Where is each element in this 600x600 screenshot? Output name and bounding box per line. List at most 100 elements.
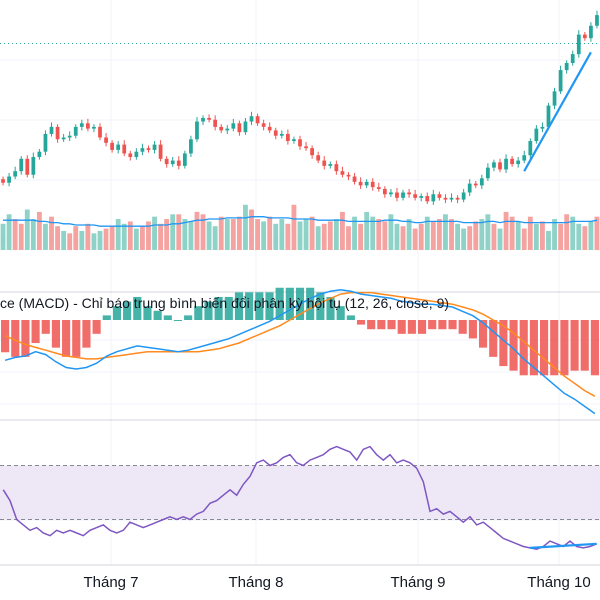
volume-bar bbox=[140, 226, 145, 250]
candle-body bbox=[213, 119, 218, 127]
volume-bar bbox=[540, 221, 545, 250]
macd-histogram-bar bbox=[224, 296, 233, 320]
candle-body bbox=[552, 91, 557, 106]
macd-histogram-bar bbox=[306, 287, 315, 320]
candle-body bbox=[43, 133, 48, 152]
candle-body bbox=[522, 155, 527, 161]
rsi-line bbox=[2, 445, 597, 550]
volume-bar bbox=[176, 214, 182, 250]
volume-bar bbox=[521, 228, 527, 250]
macd-histogram-bar bbox=[255, 292, 264, 320]
volume-bar bbox=[261, 221, 267, 250]
candle-body bbox=[110, 142, 114, 150]
volume-bar bbox=[412, 228, 418, 250]
volume-bar bbox=[485, 214, 491, 250]
macd-layer bbox=[1, 287, 599, 415]
volume-bar bbox=[552, 219, 557, 250]
candle-body bbox=[176, 160, 181, 166]
macd-histogram-bar bbox=[499, 320, 508, 367]
candle-body bbox=[189, 139, 193, 154]
macd-histogram-bar bbox=[11, 320, 20, 357]
macd-line bbox=[4, 289, 596, 415]
candle-body bbox=[595, 15, 599, 26]
volume-bar bbox=[436, 219, 442, 250]
volume-bar bbox=[455, 223, 460, 250]
candle-body bbox=[407, 192, 411, 195]
candle-body bbox=[576, 34, 581, 55]
candle-body bbox=[86, 123, 90, 129]
candle-body bbox=[504, 158, 508, 170]
candle-body bbox=[201, 117, 205, 122]
volume-bar bbox=[461, 228, 467, 250]
macd-histogram-bar bbox=[245, 292, 254, 320]
candle-body bbox=[158, 144, 163, 159]
candle-body bbox=[558, 70, 563, 92]
macd-histogram-bar bbox=[417, 320, 427, 334]
candle-body bbox=[413, 194, 418, 198]
volume-bar bbox=[49, 216, 54, 250]
candle-body bbox=[492, 162, 496, 168]
volume-bar bbox=[164, 219, 170, 250]
macd-histogram-bar bbox=[275, 287, 284, 320]
macd-histogram-bar bbox=[489, 320, 498, 357]
candle-body bbox=[37, 151, 42, 158]
volume-bar bbox=[358, 223, 364, 250]
candle-body bbox=[389, 192, 393, 195]
volume-layer bbox=[0, 204, 600, 250]
macd-histogram-bar bbox=[458, 320, 467, 334]
macd-histogram-bar bbox=[448, 320, 457, 330]
candle-body bbox=[61, 137, 66, 140]
candle-body bbox=[170, 160, 175, 165]
candle-body bbox=[273, 130, 278, 136]
volume-bar bbox=[473, 221, 479, 250]
candle-body bbox=[237, 123, 242, 133]
volume-bar bbox=[388, 214, 394, 250]
volume-bar bbox=[558, 223, 564, 250]
candle-body bbox=[92, 126, 96, 129]
price-trendline bbox=[523, 51, 592, 172]
candle-body bbox=[443, 197, 448, 200]
volume-bar bbox=[182, 219, 188, 250]
volume-bar bbox=[588, 221, 594, 250]
volume-bar bbox=[303, 219, 309, 250]
candle-body bbox=[31, 157, 36, 175]
volume-bar bbox=[18, 223, 24, 250]
macd-histogram-bar bbox=[143, 306, 152, 320]
volume-bar bbox=[430, 221, 436, 250]
macd-histogram-bar bbox=[163, 315, 172, 320]
volume-bar bbox=[158, 223, 164, 250]
candle-body bbox=[286, 133, 290, 142]
volume-bar bbox=[200, 214, 206, 250]
macd-histogram-bar bbox=[367, 320, 376, 330]
price-layer bbox=[0, 10, 600, 205]
candle-body bbox=[461, 192, 466, 200]
candle-body bbox=[98, 126, 102, 138]
x-tick-label: Tháng 9 bbox=[390, 574, 445, 591]
volume-bar bbox=[6, 214, 12, 250]
macd-histogram-bar bbox=[31, 320, 40, 344]
volume-bar bbox=[273, 223, 279, 250]
candle-body bbox=[261, 123, 266, 127]
volume-bar bbox=[564, 214, 570, 250]
macd-histogram-bar bbox=[540, 320, 549, 376]
macd-histogram-bar bbox=[519, 320, 528, 376]
volume-bar bbox=[121, 223, 127, 250]
volume-bar bbox=[194, 211, 200, 250]
macd-histogram-bar bbox=[529, 320, 538, 376]
volume-bar bbox=[85, 223, 91, 250]
macd-histogram-bar bbox=[356, 320, 366, 325]
macd-histogram-bar bbox=[133, 296, 142, 320]
volume-bar bbox=[503, 211, 509, 250]
candle-body bbox=[267, 126, 272, 131]
candle-body bbox=[449, 197, 454, 200]
volume-bar bbox=[115, 219, 121, 250]
macd-histogram-bar bbox=[570, 320, 579, 371]
x-tick-label: Tháng 7 bbox=[83, 574, 138, 591]
candle-body bbox=[364, 181, 369, 186]
volume-bar bbox=[230, 219, 236, 250]
macd-histogram-bar bbox=[62, 320, 71, 357]
volume-bar bbox=[243, 204, 248, 250]
candle-body bbox=[7, 176, 11, 183]
candle-body bbox=[67, 135, 72, 138]
candle-body bbox=[498, 162, 502, 170]
